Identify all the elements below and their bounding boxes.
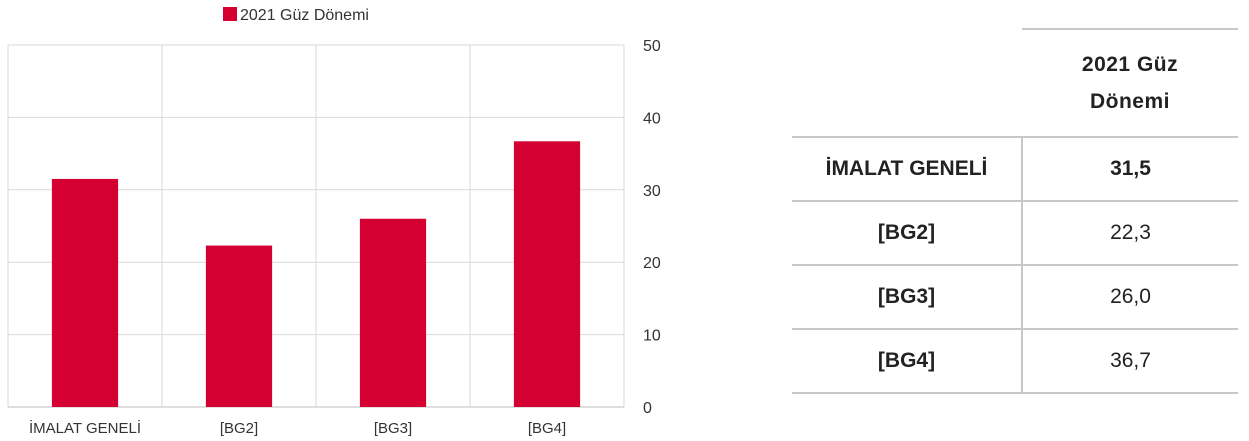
y-tick-label: 10 — [643, 328, 661, 345]
chart-legend: 2021 Güz Dönemi — [223, 7, 369, 24]
bar-chart: 0 10 20 30 40 50 İMALAT GENELİ [BG2] [BG3] [BG4]… — [7, 7, 661, 437]
bar — [205, 245, 273, 407]
x-tick-label: İMALAT GENELİ — [29, 419, 141, 437]
table-row-label: [BG2] — [792, 200, 1023, 265]
x-tick-label: [BG2] — [220, 420, 258, 437]
y-tick-label: 50 — [643, 38, 661, 55]
table-header-cell: 2021 Güz Dönemi — [1022, 28, 1238, 137]
y-tick-label: 30 — [643, 183, 661, 200]
table-header-row: 2021 Güz Dönemi — [792, 28, 1238, 137]
bar — [513, 141, 581, 408]
table-row-value: 36,7 — [1022, 328, 1238, 394]
table-row: [BG2] 22,3 — [792, 200, 1238, 265]
table-row-label: [BG4] — [792, 328, 1023, 394]
legend-label: 2021 Güz Dönemi — [240, 7, 369, 24]
y-tick-label: 40 — [643, 110, 661, 127]
x-axis-ticks: İMALAT GENELİ [BG2] [BG3] [BG4] — [29, 419, 566, 437]
x-tick-label: [BG4] — [528, 420, 566, 437]
table-row-value: 22,3 — [1022, 200, 1238, 265]
table-row-label: İMALAT GENELİ — [792, 136, 1023, 201]
bar — [51, 178, 119, 407]
table-row-value: 26,0 — [1022, 264, 1238, 329]
table-header-empty-cell — [792, 29, 1022, 137]
chart-bars — [51, 141, 581, 408]
y-tick-label: 0 — [643, 400, 652, 417]
table-row-value: 31,5 — [1022, 136, 1238, 201]
table-row: [BG4] 36,7 — [792, 328, 1238, 394]
bar — [359, 218, 427, 407]
table-header-line-1: 2021 Güz — [1081, 53, 1179, 76]
table-header-line-2: Dönemi — [1089, 90, 1170, 113]
y-axis-ticks: 0 10 20 30 40 50 — [643, 38, 661, 417]
table-row: [BG3] 26,0 — [792, 264, 1238, 329]
x-tick-label: [BG3] — [374, 420, 412, 437]
legend-swatch — [223, 7, 237, 21]
table-row-label: [BG3] — [792, 264, 1023, 329]
values-table: 2021 Güz Dönemi İMALAT GENELİ 31,5 [BG2]… — [792, 28, 1238, 394]
table-row: İMALAT GENELİ 31,5 — [792, 136, 1238, 201]
y-tick-label: 20 — [643, 255, 661, 272]
